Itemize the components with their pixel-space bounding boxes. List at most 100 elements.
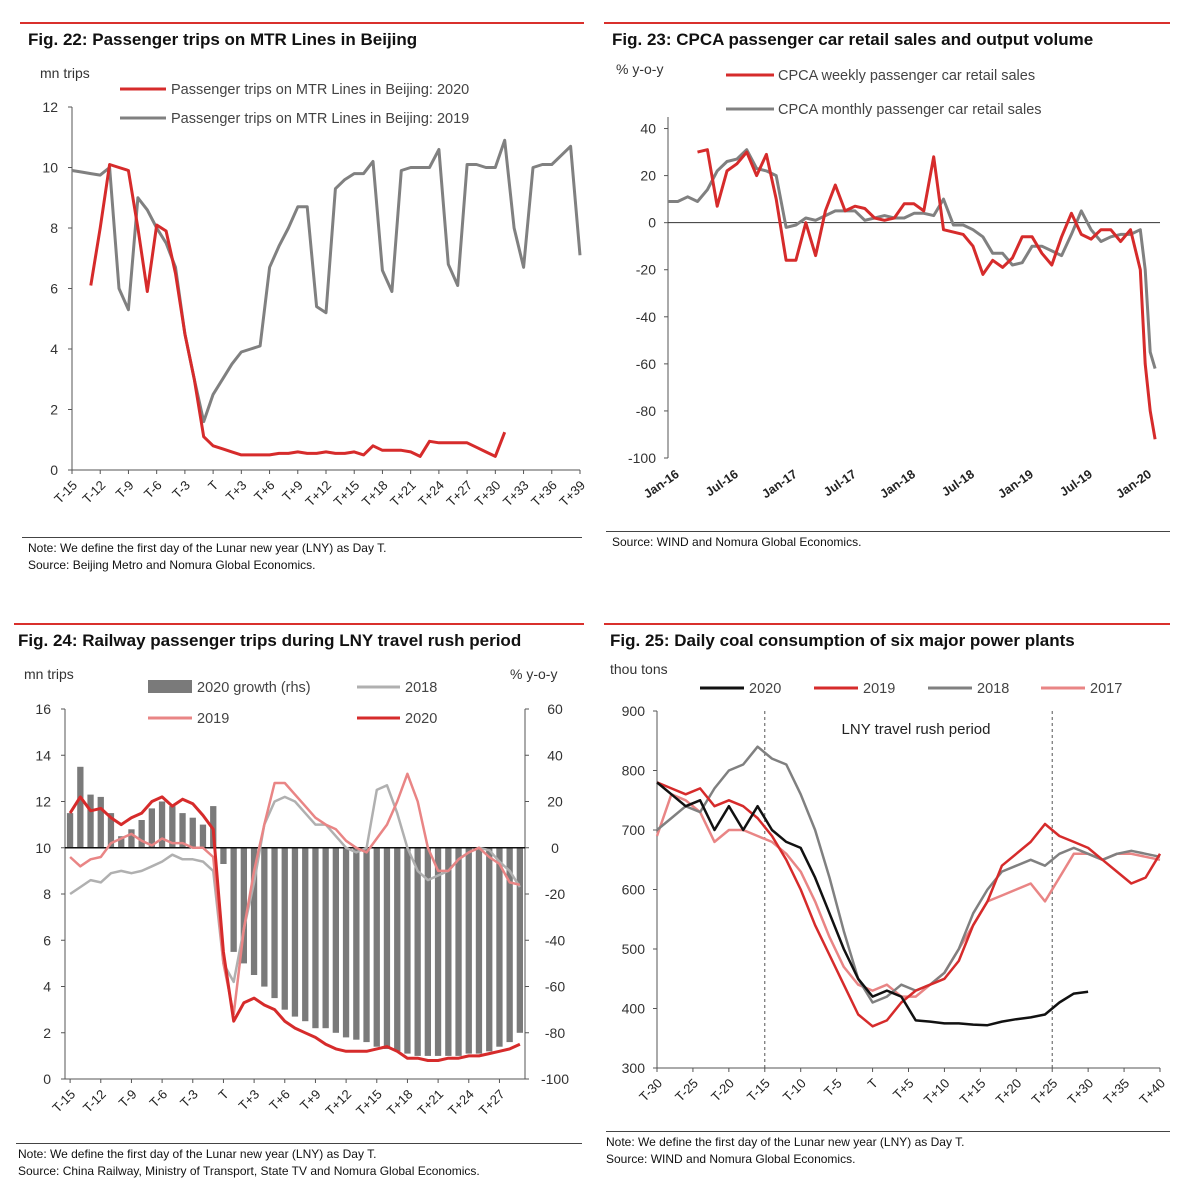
fig24-growth-bar — [465, 847, 472, 1054]
fig24-y2-tick-label: 20 — [547, 794, 563, 810]
fig22-y-tick-label: 12 — [42, 99, 58, 115]
fig24-growth-bar — [158, 801, 166, 848]
fig23-y-tick-label: -60 — [636, 356, 656, 372]
fig24-series-2018-line — [69, 784, 521, 984]
fig24-growth-bar — [312, 847, 319, 1029]
fig24-growth-bar — [179, 813, 186, 848]
fig22-series-2020-line — [89, 163, 507, 458]
fig22-foot-rule — [22, 537, 582, 538]
fig24-growth-bar — [475, 847, 483, 1054]
fig23-top-rule — [604, 22, 1170, 24]
fig24-growth-bar — [496, 847, 503, 1047]
fig25-x-tick-label: T-30 — [636, 1076, 665, 1105]
fig24-growth-bar — [97, 796, 104, 848]
fig25-note: Note: We define the first day of the Lun… — [606, 1135, 965, 1149]
fig22-top-rule — [20, 22, 584, 24]
fig25-series-2020-line — [656, 781, 1089, 1027]
fig25-x-tick-label: T+15 — [957, 1076, 989, 1108]
fig22-title: Fig. 22: Passenger trips on MTR Lines in… — [28, 30, 418, 49]
fig24-growth-bar — [424, 847, 431, 1056]
fig25-x-tick-label: T+25 — [1029, 1076, 1061, 1108]
fig24-growth-bar — [322, 847, 329, 1029]
fig22-note: Note: We define the first day of the Lun… — [28, 541, 387, 555]
fig24-source: Source: China Railway, Ministry of Trans… — [18, 1164, 480, 1178]
fig22-legend-label: Passenger trips on MTR Lines in Beijing:… — [171, 111, 469, 127]
fig25-x-tick-label: T+10 — [921, 1076, 953, 1108]
fig25-y-axis-label: thou tons — [610, 661, 668, 677]
fig23-y-tick-label: -20 — [636, 262, 656, 278]
fig24-growth-bar — [189, 817, 196, 848]
fig24-growth-bar — [199, 824, 207, 848]
fig23-y-tick-label: 0 — [648, 215, 656, 231]
fig25-y-tick-label: 500 — [622, 941, 646, 957]
fig24-growth-bar — [128, 829, 135, 848]
fig25-legend-label: 2019 — [863, 681, 895, 697]
fig24-growth-bar — [414, 847, 421, 1056]
fig23-series-monthly-line — [668, 148, 1157, 370]
fig25-x-tick-label: T+40 — [1136, 1076, 1168, 1108]
fig25-x-tick-label: T+35 — [1100, 1076, 1132, 1108]
fig24-growth-bar — [240, 847, 247, 964]
fig24-growth-bar — [250, 847, 258, 975]
fig24-series-2020-line — [68, 795, 521, 1062]
fig22-y-tick-label: 2 — [50, 402, 58, 418]
fig24-growth-bar — [138, 820, 145, 848]
fig23-y-tick-label: 20 — [640, 168, 656, 184]
fig22-y-axis-label: mn trips — [40, 65, 90, 81]
fig24-growth-bar — [353, 847, 360, 1040]
fig23-y-tick-label: -100 — [628, 450, 656, 466]
fig25-legend-label: 2017 — [1090, 681, 1122, 697]
fig24-y2-tick-label: -100 — [541, 1071, 569, 1087]
fig24-growth-bar — [261, 847, 268, 987]
fig25-source: Source: WIND and Nomura Global Economics… — [606, 1152, 856, 1166]
fig22-y-tick-label: 0 — [50, 462, 58, 478]
fig24-y2-tick-label: -60 — [545, 979, 565, 995]
fig24-y-tick-label: 14 — [35, 747, 51, 763]
fig24-legend-label: 2018 — [405, 680, 437, 696]
fig25-y-tick-label: 900 — [622, 703, 646, 719]
fig24-growth-bar — [66, 813, 74, 848]
fig24-y-axis-label: mn trips — [24, 666, 74, 682]
fig25-series-2017-line — [655, 793, 1161, 998]
fig24-y2-tick-label: 0 — [551, 840, 559, 856]
fig23-legend-label: CPCA weekly passenger car retail sales — [778, 68, 1035, 84]
fig24-legend-label: 2020 growth (rhs) — [197, 680, 311, 696]
fig24-growth-bar — [148, 808, 155, 848]
fig24-foot-rule — [16, 1143, 582, 1144]
fig24-title: Fig. 24: Railway passenger trips during … — [18, 631, 522, 650]
fig22-y-tick-label: 6 — [50, 281, 58, 297]
fig25-foot-rule — [606, 1131, 1170, 1132]
fig25-legend-label: 2020 — [749, 681, 781, 697]
fig22-y-tick-label: 10 — [42, 160, 58, 176]
fig24-y2-tick-label: 40 — [547, 747, 563, 763]
fig24-chart: 0246810121416-100-80-60-40-200204060T-15… — [24, 666, 569, 1118]
fig23-series-weekly-line — [697, 148, 1157, 440]
fig23-source: Source: WIND and Nomura Global Economics… — [612, 535, 862, 549]
fig25-x-tick-label: T+20 — [993, 1076, 1025, 1108]
fig23-title: Fig. 23: CPCA passenger car retail sales… — [612, 30, 1094, 49]
fig24-growth-bar — [87, 794, 94, 848]
fig24-growth-bar — [302, 847, 309, 1022]
fig24-growth-bar — [516, 847, 523, 1033]
fig25-x-tick-label: T+30 — [1064, 1076, 1096, 1108]
fig22-y-tick-label: 4 — [50, 341, 58, 357]
fig24-y-tick-label: 2 — [43, 1025, 51, 1041]
fig25-y-tick-label: 800 — [622, 763, 646, 779]
fig25-legend-label: 2018 — [977, 681, 1009, 697]
fig24-legend-label: 2020 — [405, 711, 437, 727]
fig24-y-tick-label: 12 — [35, 794, 51, 810]
fig24-growth-bar — [394, 847, 401, 1052]
fig25-y-tick-label: 400 — [622, 1001, 646, 1017]
fig25-y-tick-label: 700 — [622, 822, 646, 838]
fig24-growth-bar — [342, 847, 350, 1038]
fig24-growth-bar — [271, 847, 278, 999]
fig25-x-tick-label: T-25 — [672, 1076, 701, 1105]
fig24-growth-bar — [291, 847, 299, 1017]
fig24-y2-axis-label: % y-o-y — [510, 666, 557, 682]
fig25-x-tick-label: T-15 — [744, 1076, 773, 1105]
fig25-x-tick-label: T — [864, 1075, 880, 1091]
fig24-growth-bar — [107, 813, 115, 848]
fig22-legend-label: Passenger trips on MTR Lines in Beijing:… — [171, 82, 469, 98]
fig25-series-2019-line — [656, 781, 1162, 1028]
